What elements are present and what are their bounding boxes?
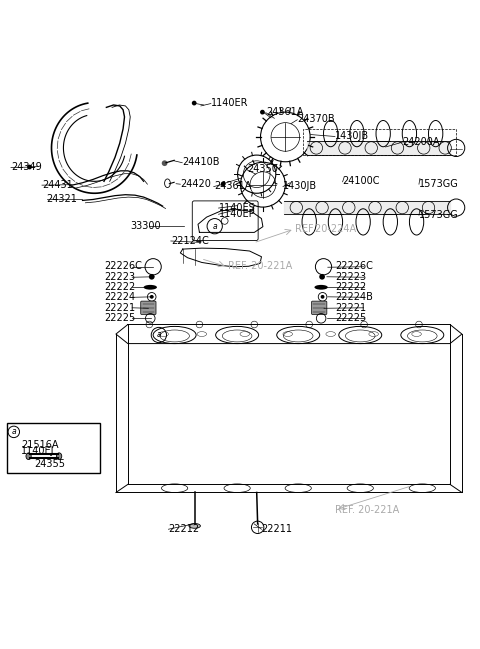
Text: 24370B: 24370B xyxy=(297,114,335,125)
Text: 24349: 24349 xyxy=(11,162,42,172)
Text: 22124C: 22124C xyxy=(171,236,208,245)
Circle shape xyxy=(319,274,325,280)
Text: a: a xyxy=(12,428,16,436)
Text: 22221: 22221 xyxy=(104,303,135,313)
Text: 22226C: 22226C xyxy=(104,262,142,271)
Circle shape xyxy=(162,160,168,166)
Text: 22211: 22211 xyxy=(262,524,292,533)
Text: 22222: 22222 xyxy=(104,282,135,292)
Text: 22225: 22225 xyxy=(104,313,135,323)
Text: 22224B: 22224B xyxy=(336,292,373,302)
Text: 1573GG: 1573GG xyxy=(419,178,459,189)
Text: 24410B: 24410B xyxy=(183,157,220,167)
Bar xyxy=(303,129,456,155)
Text: 21516A: 21516A xyxy=(22,440,59,450)
Text: 22225: 22225 xyxy=(336,313,367,323)
Text: 22221: 22221 xyxy=(336,303,367,313)
Bar xyxy=(7,423,100,473)
Ellipse shape xyxy=(144,285,157,289)
Text: 22224: 22224 xyxy=(104,292,135,302)
Text: 22226C: 22226C xyxy=(336,262,373,271)
Circle shape xyxy=(27,165,32,169)
Text: REF. 20-221A: REF. 20-221A xyxy=(228,262,292,271)
Text: 24321: 24321 xyxy=(47,194,78,204)
Text: 24350: 24350 xyxy=(247,164,278,175)
Circle shape xyxy=(260,110,265,114)
Text: a: a xyxy=(156,330,161,339)
Circle shape xyxy=(221,181,226,186)
FancyBboxPatch shape xyxy=(141,301,156,315)
Text: 22212: 22212 xyxy=(168,524,200,533)
Text: REF.20-224A: REF.20-224A xyxy=(295,224,356,234)
Circle shape xyxy=(321,295,324,299)
Ellipse shape xyxy=(314,285,328,289)
Text: 1140EP: 1140EP xyxy=(218,209,255,219)
Text: REF. 20-221A: REF. 20-221A xyxy=(336,505,400,515)
Text: 1140EJ: 1140EJ xyxy=(22,447,55,456)
Text: 24200A: 24200A xyxy=(402,137,440,147)
Text: 1140ES: 1140ES xyxy=(218,202,255,213)
Text: 22223: 22223 xyxy=(336,272,367,282)
Text: 24361A: 24361A xyxy=(214,181,251,191)
Text: 24355: 24355 xyxy=(34,459,65,469)
Text: 22223: 22223 xyxy=(104,272,135,282)
Text: 1430JB: 1430JB xyxy=(283,181,317,191)
Text: 33300: 33300 xyxy=(130,221,161,231)
Ellipse shape xyxy=(57,453,62,459)
Text: 1140ER: 1140ER xyxy=(211,97,249,108)
Text: 1573GG: 1573GG xyxy=(419,210,459,220)
Text: 24361A: 24361A xyxy=(266,107,304,117)
Circle shape xyxy=(192,101,197,105)
Ellipse shape xyxy=(26,453,31,459)
Text: 24420: 24420 xyxy=(180,178,211,189)
Circle shape xyxy=(149,274,155,280)
Text: 24100C: 24100C xyxy=(343,177,380,186)
Circle shape xyxy=(150,295,154,299)
FancyBboxPatch shape xyxy=(312,301,327,315)
Ellipse shape xyxy=(189,524,200,528)
Text: a: a xyxy=(212,222,217,230)
Text: 22222: 22222 xyxy=(336,282,367,292)
Text: 24431: 24431 xyxy=(42,180,72,190)
Text: 1430JB: 1430JB xyxy=(336,131,370,141)
